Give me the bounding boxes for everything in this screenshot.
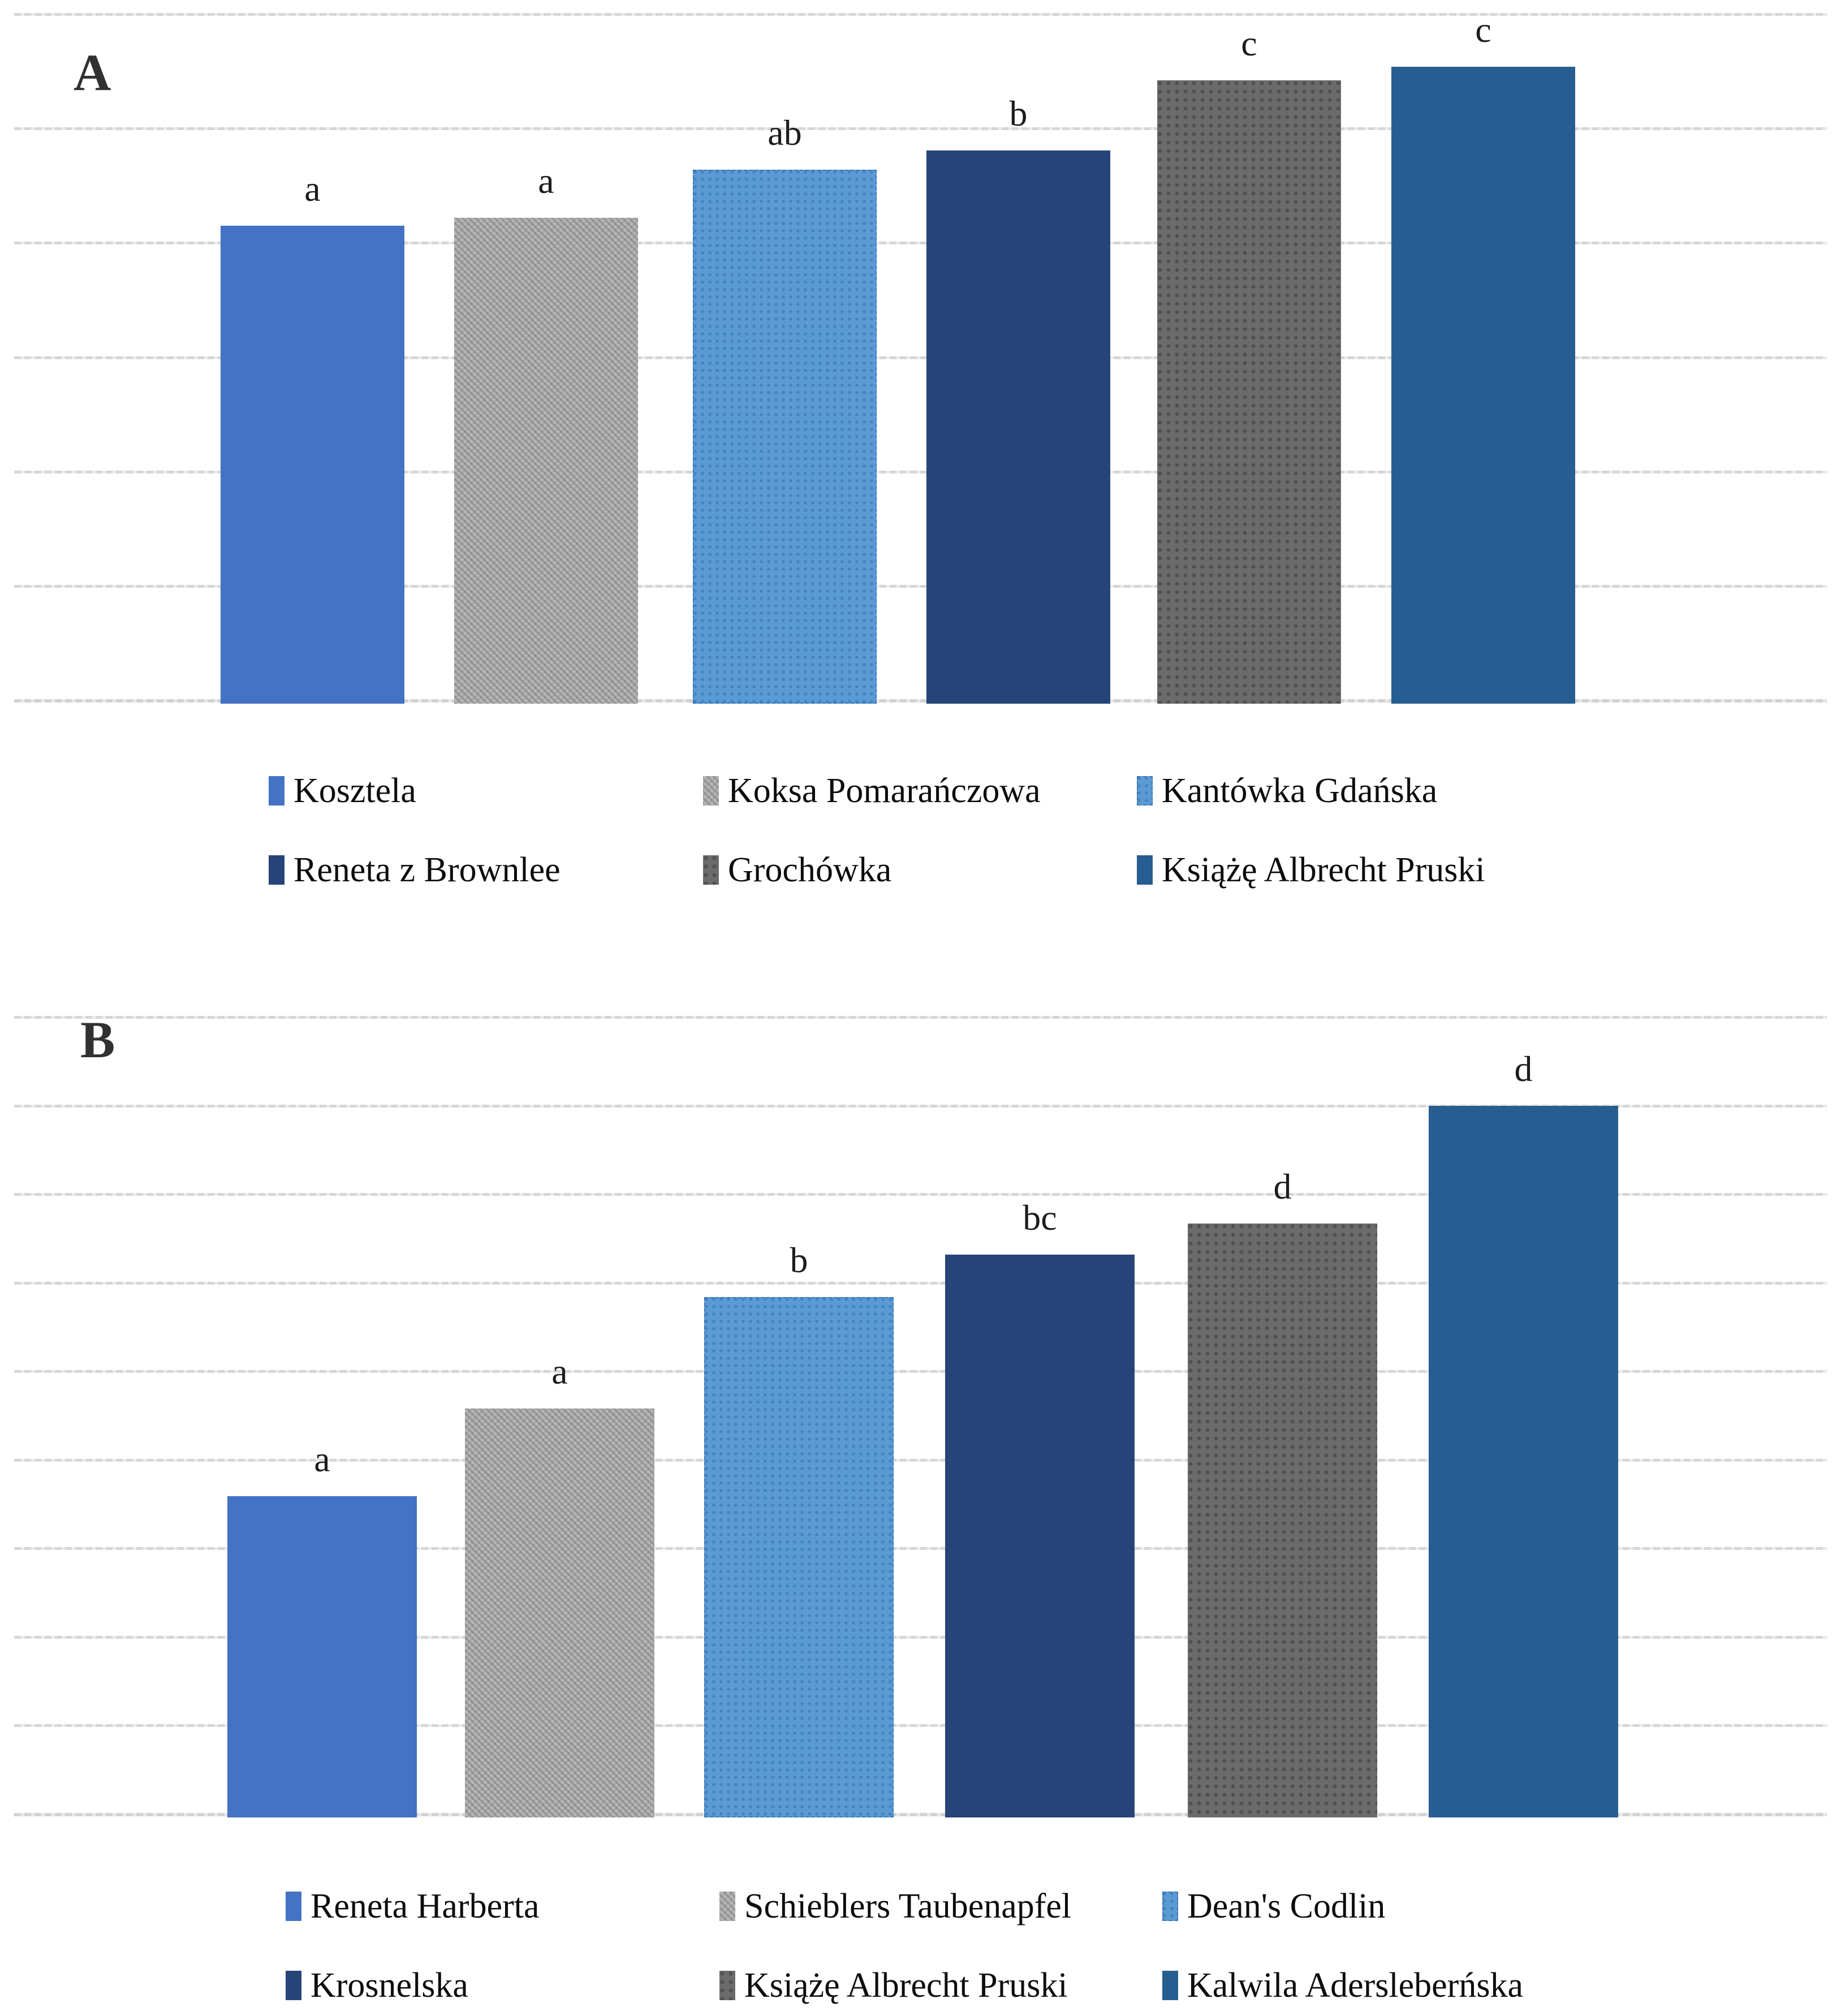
legend-item: Książę Albrecht Pruski <box>1137 851 1485 889</box>
gridline <box>14 699 1827 703</box>
bar-Dean's Codlin <box>704 1297 894 1817</box>
legend-item: Kosztela <box>269 772 416 810</box>
gridline <box>14 1724 1827 1727</box>
legend-item: Schieblers Taubenapfel <box>719 1887 1072 1925</box>
bar-Kosztela <box>221 226 404 704</box>
legend-label: Kantówka Gdańska <box>1162 772 1438 810</box>
gridline <box>14 1016 1827 1019</box>
bar-Grochówka <box>1157 80 1341 704</box>
sig-letter: b <box>790 1240 808 1280</box>
legend-label: Krosnelska <box>311 1966 468 2005</box>
legend-swatch <box>703 776 719 805</box>
gridline <box>14 1370 1827 1373</box>
legend-label: Reneta z Brownlee <box>294 851 561 889</box>
bar-Krosnelska <box>945 1255 1135 1817</box>
legend-label: Dean's Codlin <box>1187 1887 1386 1925</box>
bar-Reneta Harberta <box>227 1496 417 1817</box>
legend-label: Kosztela <box>294 772 416 810</box>
legend-label: Grochówka <box>728 851 892 889</box>
gridline <box>14 127 1827 130</box>
gridline <box>14 1636 1827 1639</box>
sig-letter: d <box>1273 1166 1292 1207</box>
legend-swatch <box>269 855 284 885</box>
sig-letter: a <box>538 161 554 201</box>
sig-letter: d <box>1514 1049 1533 1089</box>
bar-Koksa Pomarańczowa <box>454 218 638 704</box>
legend-item: Kantówka Gdańska <box>1137 772 1438 810</box>
gridline <box>14 1282 1827 1285</box>
legend-label: Książę Albrecht Pruski <box>744 1966 1068 2005</box>
sig-letter: b <box>1009 93 1028 133</box>
legend-item: Reneta z Brownlee <box>269 851 561 889</box>
sig-letter: a <box>551 1351 568 1392</box>
panel-a-label: A <box>74 44 111 101</box>
gridline <box>14 1193 1827 1196</box>
legend-swatch <box>1137 776 1153 805</box>
legend-swatch <box>269 776 284 805</box>
legend-label: Książę Albrecht Pruski <box>1162 851 1485 889</box>
legend-item: Krosnelska <box>286 1966 468 2005</box>
gridline <box>14 1105 1827 1108</box>
gridline <box>14 242 1827 244</box>
bar-Reneta z Brownlee <box>926 150 1110 704</box>
legend-swatch <box>719 1892 735 1921</box>
sig-letter: a <box>314 1439 330 1479</box>
legend-swatch <box>703 855 719 885</box>
legend-item: Kalwila Adersleberńska <box>1162 1966 1523 2005</box>
legend-label: Koksa Pomarańczowa <box>728 772 1041 810</box>
gridline <box>14 1459 1827 1462</box>
legend-swatch <box>1162 1892 1178 1921</box>
sig-letter: bc <box>1023 1197 1057 1238</box>
gridline <box>14 1813 1827 1816</box>
legend-item: Koksa Pomarańczowa <box>703 772 1041 810</box>
gridline <box>14 356 1827 359</box>
legend-item: Książę Albrecht Pruski <box>719 1966 1068 2005</box>
legend-item: Reneta Harberta <box>286 1887 540 1925</box>
bar-Książę Albrecht Pruski <box>1391 67 1575 704</box>
legend-swatch <box>286 1892 301 1921</box>
sig-letter: ab <box>768 113 802 153</box>
gridline <box>14 1547 1827 1550</box>
sig-letter: c <box>1241 23 1257 63</box>
legend-item: Grochówka <box>703 851 892 889</box>
sig-letter: a <box>304 169 321 209</box>
gridline <box>14 471 1827 473</box>
bar-Schieblers Taubenapfel <box>465 1408 654 1817</box>
gridline <box>14 13 1827 16</box>
panel-b-label: B <box>80 1011 115 1069</box>
legend-swatch <box>1137 855 1153 885</box>
legend-swatch <box>286 1971 301 2000</box>
legend-label: Schieblers Taubenapfel <box>744 1887 1072 1925</box>
gridline <box>14 585 1827 588</box>
legend-item: Dean's Codlin <box>1162 1887 1386 1925</box>
legend-swatch <box>1162 1971 1178 2000</box>
bar-Kantówka Gdańska <box>693 170 877 704</box>
bar-Książę Albrecht Pruski <box>1188 1224 1377 1817</box>
legend-label: Kalwila Adersleberńska <box>1187 1966 1523 2005</box>
sig-letter: c <box>1475 10 1491 50</box>
legend-swatch <box>719 1971 735 2000</box>
bar-Kalwila Adersleberńska <box>1429 1106 1618 1817</box>
legend-label: Reneta Harberta <box>311 1887 540 1925</box>
